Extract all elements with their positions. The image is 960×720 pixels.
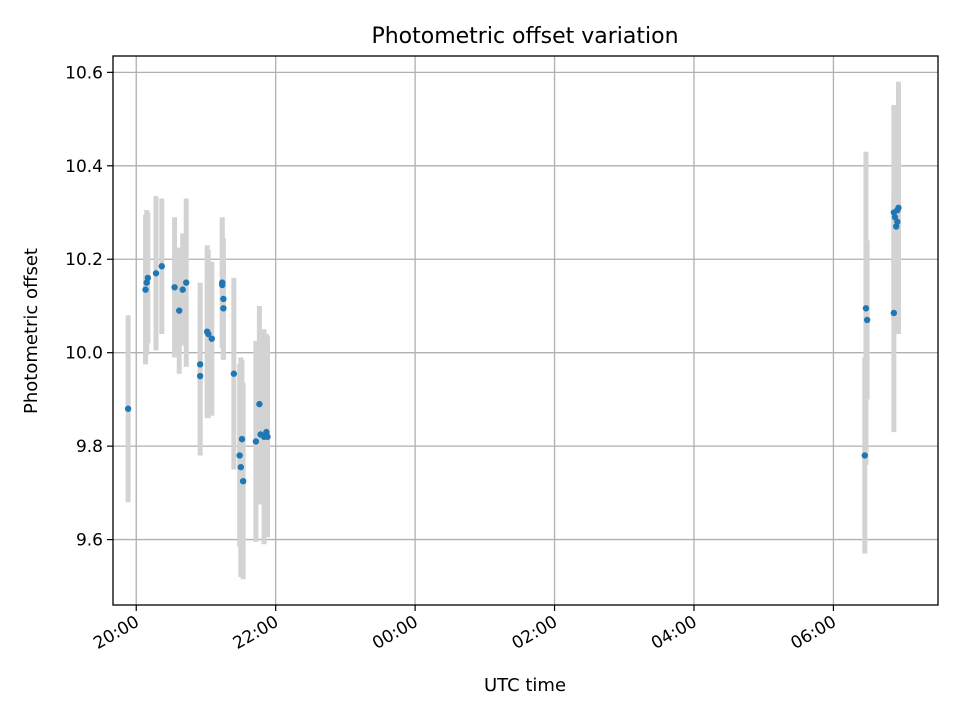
- data-point: [220, 305, 227, 312]
- plot-frame: [112, 55, 939, 606]
- data-point: [142, 286, 149, 293]
- data-point: [219, 281, 226, 289]
- data-point: [861, 452, 868, 459]
- chart-title: Photometric offset variation: [371, 24, 678, 49]
- data-point: [863, 316, 871, 324]
- data-point: [144, 274, 152, 282]
- data-point: [179, 286, 186, 293]
- data-point: [196, 361, 204, 368]
- data-point: [124, 405, 132, 412]
- plot-area: [113, 56, 938, 605]
- y-tick-label: 9.6: [76, 531, 103, 551]
- data-point: [895, 204, 902, 212]
- data-point: [171, 284, 178, 291]
- grid-lines: [113, 56, 938, 605]
- data-point: [237, 463, 245, 471]
- x-axis-label: UTC time: [484, 675, 566, 696]
- data-point: [220, 295, 227, 303]
- data-point: [183, 279, 190, 286]
- data-point: [152, 270, 160, 277]
- y-axis-ticks: 9.6 9.8 10.0 10.2 10.4 10.6: [65, 63, 113, 551]
- y-axis-label: Photometric offset: [21, 248, 42, 414]
- data-point: [256, 400, 263, 408]
- data-point: [252, 438, 260, 445]
- data-point: [230, 370, 238, 377]
- data-point: [894, 218, 901, 226]
- y-tick-label: 9.8: [76, 437, 103, 457]
- y-tick-label: 10.2: [65, 250, 103, 270]
- data-point: [239, 477, 247, 485]
- y-tick-label: 10.4: [65, 157, 103, 177]
- data-point: [205, 330, 212, 338]
- data-point: [158, 263, 166, 270]
- y-tick-label: 10.0: [65, 344, 103, 364]
- data-point: [862, 305, 870, 312]
- data-point: [264, 433, 271, 440]
- data-point: [238, 435, 246, 443]
- data-points: [124, 204, 902, 485]
- data-point: [196, 372, 204, 380]
- data-point: [208, 335, 215, 342]
- data-point: [890, 309, 898, 317]
- data-point: [176, 307, 183, 314]
- data-point: [236, 452, 243, 459]
- y-tick-label: 10.6: [65, 63, 103, 83]
